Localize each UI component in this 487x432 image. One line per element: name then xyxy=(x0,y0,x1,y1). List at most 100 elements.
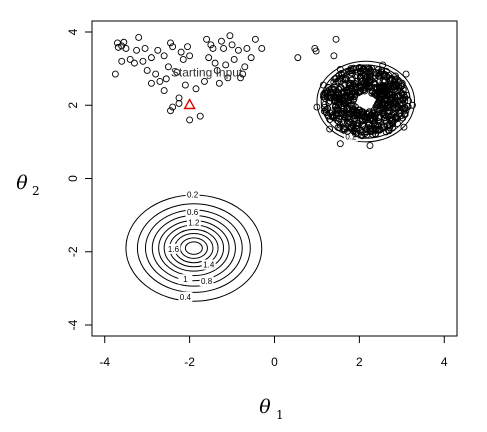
scatter-point xyxy=(114,43,122,51)
scatter-point xyxy=(152,70,160,78)
scatter-point xyxy=(228,41,236,49)
scatter-point xyxy=(401,97,409,105)
scatter-point xyxy=(386,124,394,132)
scatter-point xyxy=(111,70,119,78)
scatter-point xyxy=(356,64,364,72)
scatter-point xyxy=(401,94,409,102)
scatter-point xyxy=(358,132,366,140)
scatter-point xyxy=(361,84,369,92)
scatter-point xyxy=(175,94,183,102)
scatter-point xyxy=(147,79,155,87)
scatter-point xyxy=(336,140,344,148)
contour-label: 0.6 xyxy=(187,208,199,217)
contour-label-bg xyxy=(199,276,214,287)
scatter-point xyxy=(237,74,244,82)
scatter-point xyxy=(294,54,302,62)
scatter-point xyxy=(258,45,266,52)
scatter-point xyxy=(344,68,352,76)
scatter-point xyxy=(396,100,404,108)
scatter-point xyxy=(230,56,238,63)
scatter-point xyxy=(336,124,344,132)
scatter-point xyxy=(363,126,371,134)
scatter-point xyxy=(331,83,338,91)
contour-label: 1 xyxy=(183,275,188,284)
scatter-point xyxy=(130,59,138,67)
scatter-point xyxy=(139,57,147,65)
scatter-point xyxy=(326,125,334,133)
scatter-point xyxy=(213,66,221,74)
scatter-point xyxy=(175,99,183,107)
scatter-point xyxy=(359,65,367,73)
scatter-point xyxy=(373,85,381,93)
scatter-point xyxy=(355,63,363,71)
scatter-point xyxy=(339,97,347,105)
scatter-point xyxy=(322,89,330,97)
y-tick-label: 2 xyxy=(66,102,80,109)
scatter-point xyxy=(378,67,385,75)
scatter-points xyxy=(111,32,416,149)
contour-label: 0.8 xyxy=(201,277,213,286)
scatter-point xyxy=(385,71,392,79)
scatter-point xyxy=(154,46,162,54)
x-tick-label: 4 xyxy=(441,355,448,369)
scatter-point xyxy=(376,93,384,101)
scatter-point xyxy=(361,87,369,95)
scatter-point xyxy=(341,80,348,88)
contour-label: 0.4 xyxy=(180,293,192,302)
contour-label-bg xyxy=(185,207,200,218)
contour-label: 1.6 xyxy=(168,245,180,254)
contour-label-bg xyxy=(343,131,358,142)
scatter-point xyxy=(388,117,396,125)
contour-label: 0.2 xyxy=(345,132,357,141)
scatter-point xyxy=(169,103,177,111)
scatter-point xyxy=(349,112,357,119)
scatter-point xyxy=(234,46,242,54)
scatter-point xyxy=(383,83,391,91)
scatter-point xyxy=(126,56,134,63)
contour-label-bg xyxy=(178,274,193,285)
scatter-point xyxy=(192,85,200,93)
scatter-point xyxy=(330,114,338,122)
scatter-point xyxy=(366,142,374,149)
scatter-point xyxy=(364,64,372,72)
contour-line-ring xyxy=(320,64,411,139)
scatter-point xyxy=(394,87,402,95)
scatter-point xyxy=(207,41,215,49)
scatter-point xyxy=(349,127,357,135)
scatter-point xyxy=(338,96,346,104)
scatter-point xyxy=(375,107,383,115)
contour-label-bg xyxy=(185,189,200,200)
scatter-point xyxy=(387,99,394,107)
contour-line-gaussian xyxy=(136,203,251,293)
scatter-point xyxy=(135,34,143,41)
scatter-point xyxy=(386,121,394,129)
scatter-point xyxy=(247,54,255,62)
scatter-point xyxy=(353,110,361,117)
contour-label-bg xyxy=(186,217,201,228)
x-axis-title-subscript: 1 xyxy=(276,408,284,422)
x-axis-title-symbol: θ xyxy=(259,396,271,418)
scatter-point xyxy=(370,80,378,88)
scatter-point xyxy=(360,79,368,87)
scatter-point xyxy=(401,111,408,119)
contour-line-gaussian xyxy=(184,241,203,255)
scatter-point xyxy=(380,122,388,130)
contour-line-ring xyxy=(316,60,416,143)
contour-label-bg xyxy=(201,259,216,270)
scatter-point xyxy=(351,93,359,101)
scatter-point xyxy=(350,126,358,134)
contour-label: 0.2 xyxy=(187,191,199,200)
scatter-point xyxy=(241,63,249,71)
scatter-point xyxy=(374,66,382,74)
scatter-point xyxy=(217,37,225,45)
scatter-point xyxy=(372,126,380,134)
scatter-point xyxy=(332,35,340,43)
contour-label-bg xyxy=(166,243,181,254)
scatter-point xyxy=(209,45,217,52)
scatter-point xyxy=(349,96,357,104)
scatter-point xyxy=(365,110,373,118)
scatter-point xyxy=(179,56,187,63)
scatter-point xyxy=(348,85,356,93)
